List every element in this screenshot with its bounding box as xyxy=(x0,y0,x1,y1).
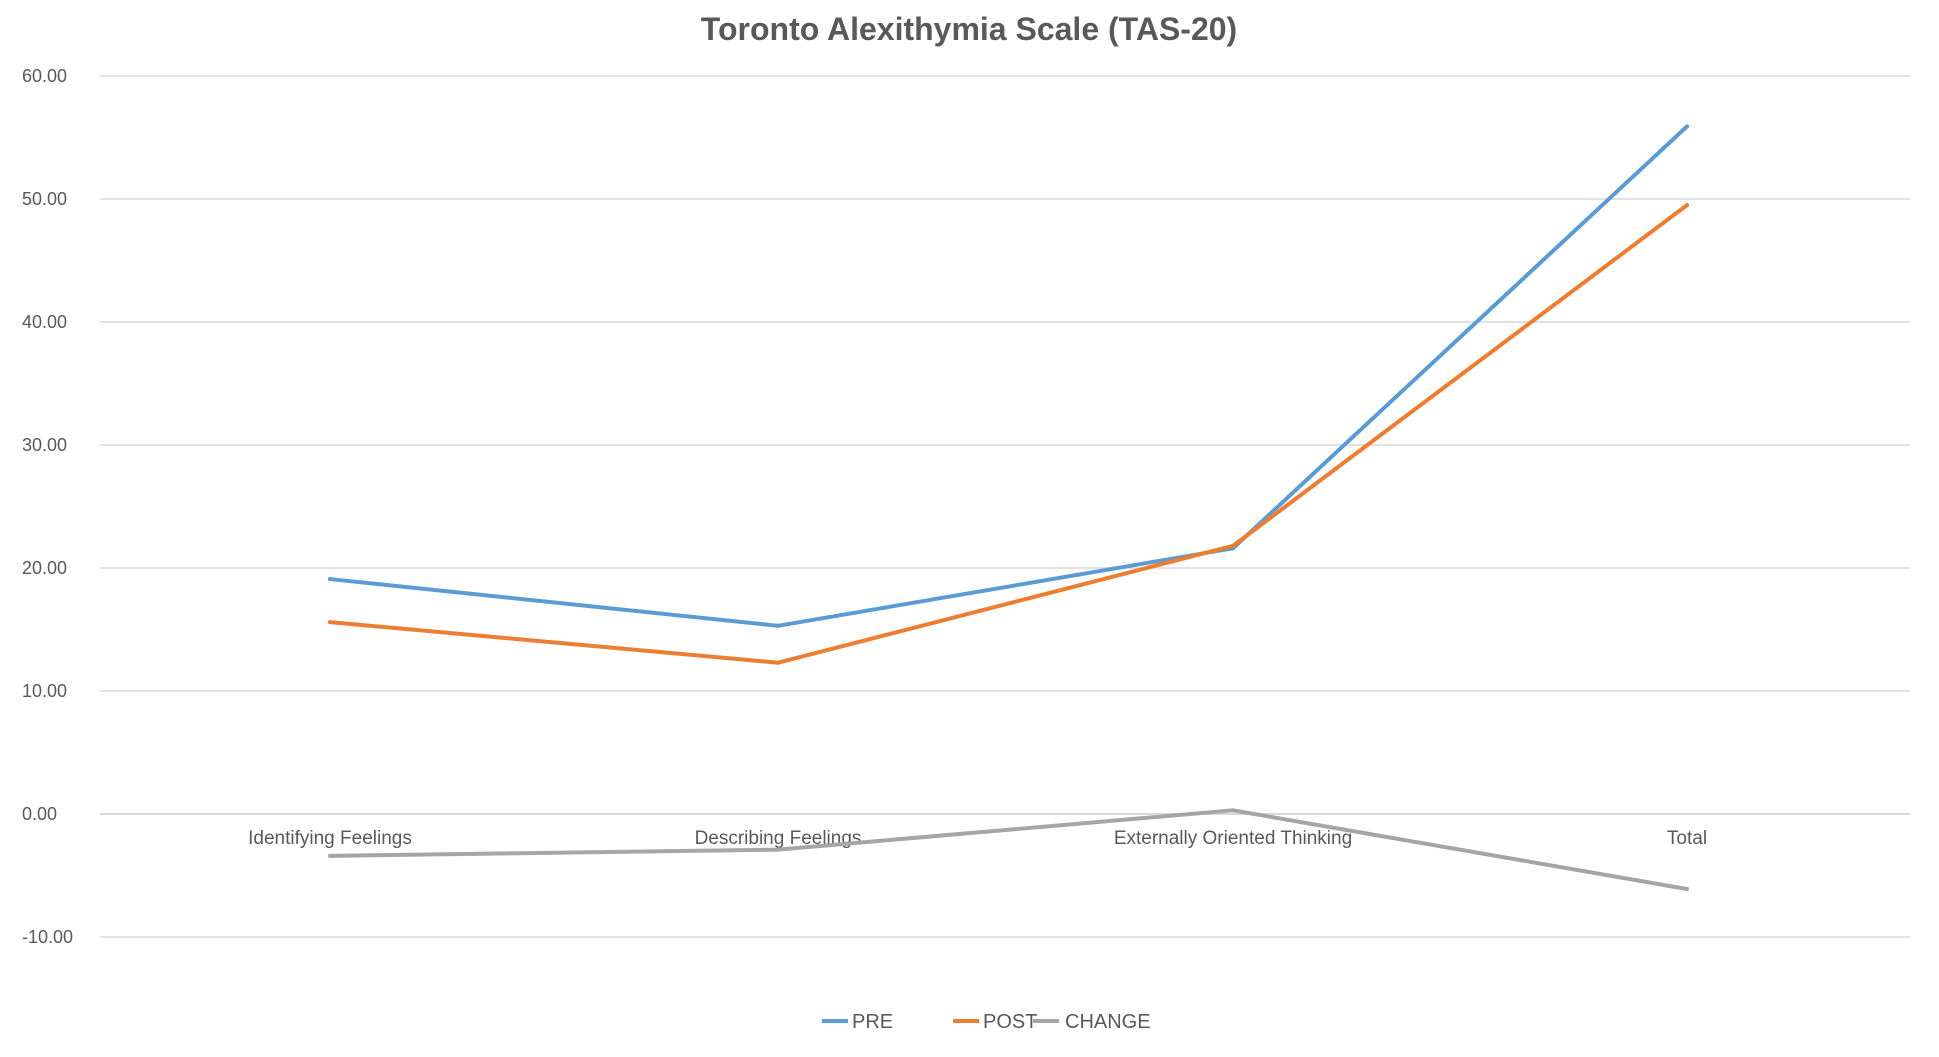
data-point xyxy=(1685,124,1689,129)
gridlines xyxy=(100,75,1910,938)
x-category-label: Externally Oriented Thinking xyxy=(1114,828,1352,849)
series-post xyxy=(328,203,1689,665)
data-point xyxy=(328,620,332,625)
y-axis-tick-labels: -10.00 0.00 10.00 20.00 30.00 40.00 50.00 60.00 xyxy=(22,66,73,947)
data-point xyxy=(1231,543,1235,548)
series-change xyxy=(328,808,1689,892)
legend-label: POST xyxy=(983,1011,1037,1033)
data-point xyxy=(1231,808,1235,813)
legend: PRE POST CHANGE xyxy=(822,1011,1151,1033)
series-line xyxy=(328,124,1689,628)
x-axis-category-labels: Identifying Feelings Describing Feelings E… xyxy=(248,828,1707,849)
data-point xyxy=(1685,887,1689,892)
legend-item: POST xyxy=(953,1011,1037,1033)
data-point xyxy=(776,660,780,665)
y-tick-label: 40.00 xyxy=(22,312,67,332)
data-point xyxy=(1685,203,1689,208)
series-line xyxy=(328,203,1689,665)
legend-label: CHANGE xyxy=(1065,1011,1151,1033)
data-point xyxy=(328,853,332,858)
y-tick-label: 10.00 xyxy=(22,681,67,701)
x-category-label: Identifying Feelings xyxy=(248,828,412,849)
legend-item: PRE xyxy=(822,1011,893,1033)
legend-item: CHANGE xyxy=(1033,1011,1151,1033)
y-tick-label: 50.00 xyxy=(22,189,67,209)
x-category-label: Total xyxy=(1667,828,1707,849)
data-point xyxy=(776,623,780,628)
series-lines xyxy=(328,124,1689,892)
series-line xyxy=(328,808,1689,892)
y-tick-label: 0.00 xyxy=(22,804,57,824)
y-tick-label: 60.00 xyxy=(22,66,67,86)
chart-title: Toronto Alexithymia Scale (TAS-20) xyxy=(701,11,1237,47)
data-point xyxy=(328,577,332,582)
legend-label: PRE xyxy=(852,1011,893,1033)
series-pre xyxy=(328,124,1689,628)
y-tick-label: 20.00 xyxy=(22,558,67,578)
y-tick-label: 30.00 xyxy=(22,435,67,455)
y-tick-label: -10.00 xyxy=(22,927,73,947)
x-category-label: Describing Feelings xyxy=(695,828,862,849)
data-point xyxy=(776,847,780,852)
